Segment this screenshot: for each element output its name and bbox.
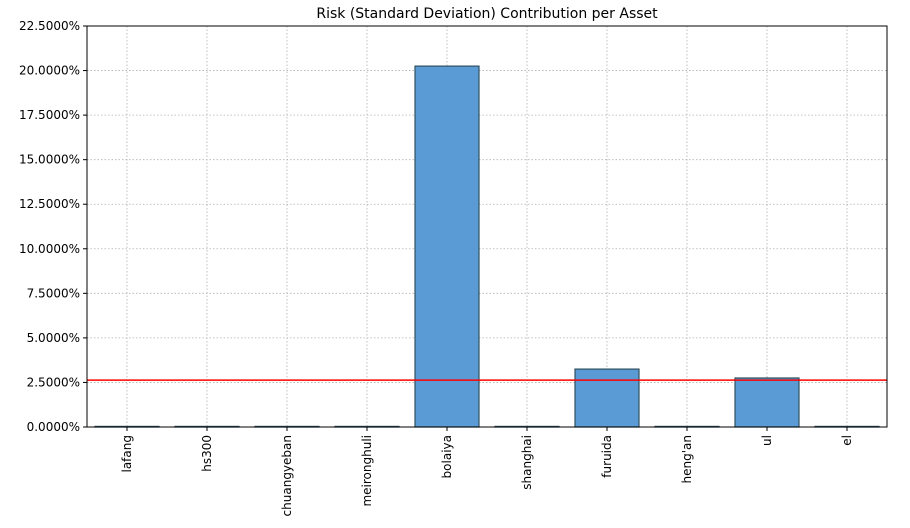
y-tick-label: 5.0000%	[27, 331, 80, 345]
y-tick-label: 10.0000%	[19, 242, 80, 256]
y-tick-label: 7.5000%	[27, 286, 80, 300]
y-tick-label: 22.5000%	[19, 19, 80, 33]
x-axis: lafang hs300 chuangyeban meironghuli bolaiya…	[120, 427, 854, 516]
bar-bolaiya	[414, 65, 480, 428]
x-tick-label: chuangyeban	[280, 435, 294, 516]
x-tick-label: meironghuli	[360, 435, 374, 507]
bar-furuida	[574, 368, 640, 428]
y-tick-label: 15.0000%	[19, 153, 80, 167]
x-tick-label: bolaiya	[440, 435, 454, 478]
x-tick-label: el	[840, 435, 854, 446]
y-tick-label: 2.5000%	[27, 375, 80, 389]
y-axis: 0.0000% 2.5000% 5.0000% 7.5000% 10.0000% 12.5…	[19, 19, 87, 434]
y-tick-label: 0.0000%	[27, 420, 80, 434]
x-tick-label: lafang	[120, 435, 134, 473]
x-tick-label: shanghai	[520, 435, 534, 490]
y-tick-label: 20.0000%	[19, 64, 80, 78]
x-tick-label: heng'an	[680, 435, 694, 483]
plot-frame	[86, 25, 888, 428]
bars	[94, 65, 880, 428]
bar-ul	[734, 377, 800, 428]
grid	[87, 25, 887, 428]
x-tick-label: furuida	[600, 435, 614, 478]
x-tick-label: ul	[760, 435, 774, 446]
chart-title: Risk (Standard Deviation) Contribution p…	[316, 6, 658, 22]
y-tick-label: 12.5000%	[19, 197, 80, 211]
x-tick-label: hs300	[200, 435, 214, 472]
y-tick-label: 17.5000%	[19, 108, 80, 122]
